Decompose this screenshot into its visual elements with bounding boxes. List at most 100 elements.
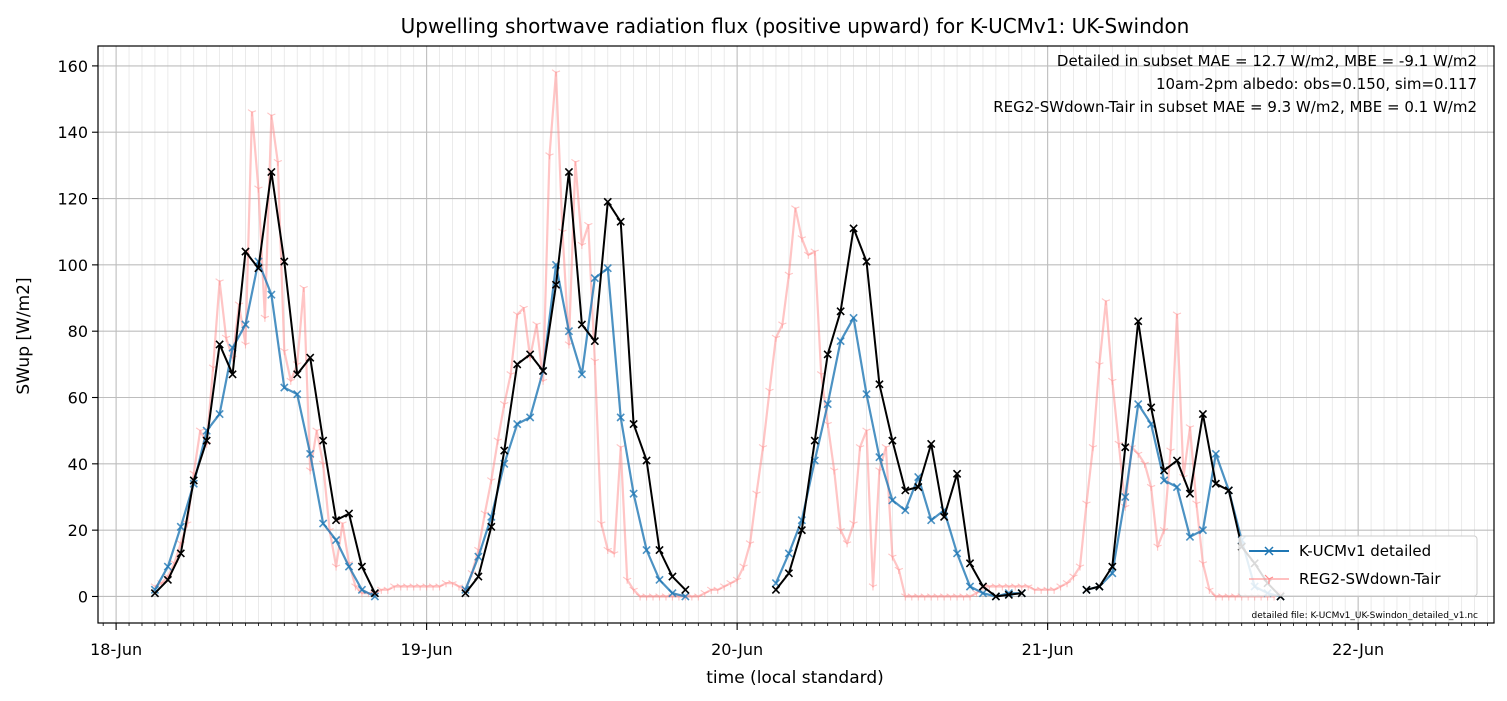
data-point-reference	[1062, 579, 1072, 588]
data-point-reference	[402, 583, 412, 591]
data-point-reference	[415, 583, 425, 591]
data-point-reference	[1205, 586, 1214, 594]
data-point-observation	[1017, 588, 1026, 598]
data-point-reference	[907, 593, 916, 601]
data-point-model	[1121, 492, 1130, 502]
data-point-reference	[331, 563, 341, 571]
data-point-reference	[849, 520, 858, 528]
data-point-reference	[1043, 586, 1052, 594]
footnote-detailed-file: detailed file: K-UCMv1_UK-Swindon_detail…	[1251, 611, 1478, 621]
data-point-reference	[1217, 593, 1227, 601]
data-point-reference	[1198, 560, 1208, 568]
y-tick-label: 60	[68, 389, 88, 408]
data-point-observation	[590, 336, 599, 346]
data-point-reference	[1211, 593, 1221, 601]
data-point-reference	[1230, 593, 1240, 601]
data-point-reference	[299, 284, 308, 293]
annotation-albedo: 10am-2pm albedo: obs=0.150, sim=0.117	[1156, 75, 1477, 93]
data-point-model	[1172, 482, 1182, 492]
data-point-reference	[778, 321, 787, 329]
data-point-reference	[590, 357, 600, 366]
data-point-observation	[875, 380, 884, 389]
data-point-observation	[1082, 585, 1091, 595]
data-point-reference	[810, 248, 819, 256]
data-point-reference	[448, 579, 457, 588]
data-point-observation	[1108, 562, 1117, 571]
data-point-observation	[901, 486, 910, 495]
data-point-reference	[719, 583, 729, 591]
data-point-reference	[215, 278, 224, 286]
data-point-reference	[1140, 460, 1149, 468]
data-point-reference	[648, 593, 658, 601]
data-point-reference	[519, 304, 528, 312]
annotation-reg2-error: REG2-SWdown-Tair in subset MAE = 9.3 W/m…	[993, 98, 1477, 116]
data-point-observation	[513, 360, 522, 369]
data-point-observation	[306, 353, 315, 362]
data-point-reference	[642, 593, 651, 601]
data-point-reference	[752, 490, 761, 498]
data-point-reference	[713, 586, 722, 594]
y-axis: 0 20 40 60 80 100 120 140 160	[57, 57, 98, 606]
data-point-reference	[771, 334, 781, 342]
data-point-reference	[700, 589, 709, 598]
data-point-observation	[784, 569, 794, 578]
data-point-reference	[791, 205, 800, 213]
data-point-observation	[771, 585, 781, 595]
data-point-observation	[1211, 479, 1221, 488]
data-point-observation	[538, 366, 548, 376]
data-point-observation	[991, 592, 1001, 601]
data-point-model	[668, 588, 677, 598]
data-point-reference	[545, 152, 554, 160]
data-point-observation	[525, 350, 535, 359]
data-point-observation	[487, 522, 496, 531]
series-line-observation	[464, 171, 687, 594]
y-tick-label: 80	[68, 322, 88, 341]
data-point-observation	[1224, 486, 1233, 495]
data-point-reference	[1017, 583, 1026, 591]
data-point-reference	[1095, 361, 1104, 369]
data-point-reference	[732, 576, 742, 584]
data-point-reference	[888, 553, 897, 561]
data-point-observation	[1134, 317, 1143, 326]
data-point-reference	[260, 314, 270, 322]
data-point-reference	[829, 467, 839, 475]
data-point-model	[525, 413, 535, 422]
data-point-observation	[280, 257, 289, 266]
data-point-observation	[461, 588, 470, 598]
y-tick-label: 100	[57, 256, 88, 275]
data-point-model	[901, 506, 910, 515]
data-point-reference	[868, 583, 878, 591]
data-point-observation	[797, 525, 806, 535]
data-point-reference	[609, 550, 619, 558]
data-point-reference	[506, 371, 515, 379]
data-point-reference	[1036, 586, 1046, 594]
data-point-observation	[927, 439, 936, 449]
data-point-model	[1134, 399, 1143, 409]
data-point-reference	[758, 443, 768, 452]
data-point-reference	[435, 583, 444, 591]
data-point-model	[318, 519, 328, 528]
data-point-model	[267, 290, 276, 299]
data-point-reference	[551, 69, 561, 77]
data-point-observation	[189, 476, 198, 485]
series-reference	[150, 69, 1285, 601]
data-point-observation	[267, 167, 276, 177]
data-point-model	[629, 489, 638, 498]
data-point-reference	[1114, 440, 1124, 448]
data-point-model	[577, 370, 587, 379]
data-point-reference	[1023, 583, 1033, 591]
data-point-observation	[370, 588, 380, 598]
data-point-reference	[965, 593, 975, 601]
x-tick-label: 21-Jun	[1022, 640, 1074, 659]
data-point-model	[241, 320, 250, 329]
data-point-reference	[616, 443, 625, 452]
data-point-model	[784, 549, 794, 558]
data-point-reference	[797, 235, 807, 243]
data-point-reference	[1192, 500, 1201, 508]
data-point-observation	[202, 436, 211, 445]
data-point-reference	[1069, 573, 1078, 581]
data-point-model	[1198, 525, 1208, 535]
data-point-observation	[978, 582, 988, 591]
legend-marker-kucm	[1264, 546, 1274, 556]
data-point-model	[681, 592, 690, 601]
